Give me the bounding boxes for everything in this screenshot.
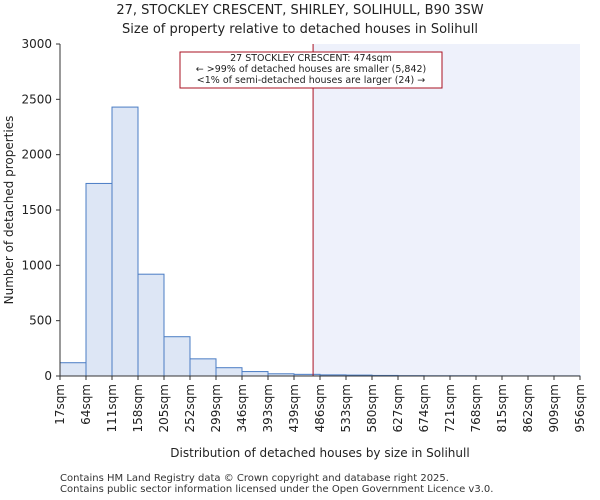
- bar: [59, 362, 87, 377]
- y-tick-label: 1500: [21, 203, 52, 217]
- marker-annotation-line: ← >99% of detached houses are smaller (5…: [196, 64, 427, 75]
- x-tick-label: 486sqm: [313, 384, 327, 432]
- x-tick-label: 627sqm: [391, 384, 405, 432]
- x-tick-label: 346sqm: [235, 384, 249, 432]
- x-tick-label: 815sqm: [495, 384, 509, 432]
- bar: [111, 106, 139, 377]
- footer-attribution-line2: Contains public sector information licen…: [60, 484, 494, 495]
- y-tick-label: 2000: [21, 148, 52, 162]
- x-tick-label: 158sqm: [131, 384, 145, 432]
- y-tick-label: 0: [44, 369, 52, 383]
- x-tick-label: 862sqm: [521, 384, 535, 432]
- x-tick-label: 674sqm: [417, 384, 431, 432]
- x-tick-label: 956sqm: [573, 384, 587, 432]
- chart-subtitle: Size of property relative to detached ho…: [122, 22, 478, 37]
- x-tick-label: 205sqm: [157, 384, 171, 432]
- y-tick-label: 500: [29, 314, 52, 328]
- x-tick-label: 252sqm: [183, 384, 197, 432]
- marker-annotation-box: [179, 51, 443, 89]
- x-tick-label: 533sqm: [339, 384, 353, 432]
- y-tick-label: 3000: [21, 37, 52, 51]
- highlight-region: [313, 44, 580, 376]
- x-tick-label: 64sqm: [79, 384, 93, 425]
- x-tick-label: 721sqm: [443, 384, 457, 432]
- bar: [189, 358, 217, 377]
- x-tick-label: 439sqm: [287, 384, 301, 432]
- x-tick-label: 299sqm: [209, 384, 223, 432]
- marker-annotation-line: <1% of semi-detached houses are larger (…: [197, 75, 425, 86]
- x-tick-label: 393sqm: [261, 384, 275, 432]
- bar: [163, 336, 191, 377]
- x-axis-label: Distribution of detached houses by size …: [170, 446, 469, 460]
- y-tick-label: 1000: [21, 258, 52, 272]
- x-tick-label: 17sqm: [53, 384, 67, 425]
- bar: [215, 367, 243, 377]
- x-tick-label: 909sqm: [547, 384, 561, 432]
- bar: [137, 273, 165, 377]
- y-axis-label: Number of detached properties: [2, 116, 16, 305]
- footer-attribution-line1: Contains HM Land Registry data © Crown c…: [60, 473, 449, 484]
- x-tick-label: 580sqm: [365, 384, 379, 432]
- x-tick-label: 111sqm: [105, 384, 119, 432]
- x-tick-label: 768sqm: [469, 384, 483, 432]
- bar: [85, 182, 113, 377]
- marker-annotation-line: 27 STOCKLEY CRESCENT: 474sqm: [230, 53, 392, 64]
- chart-title: 27, STOCKLEY CRESCENT, SHIRLEY, SOLIHULL…: [116, 3, 483, 18]
- bar: [241, 371, 269, 377]
- y-tick-label: 2500: [21, 92, 52, 106]
